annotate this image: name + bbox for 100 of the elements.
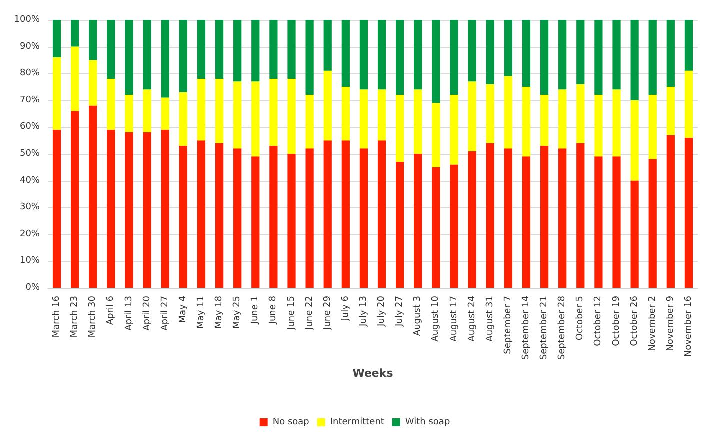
bar	[396, 95, 404, 162]
bar	[324, 140, 332, 288]
bar	[71, 46, 80, 112]
bar	[648, 20, 657, 96]
bar	[71, 111, 80, 288]
bar	[306, 95, 314, 149]
bar	[215, 78, 224, 144]
bar	[432, 103, 440, 168]
bar	[161, 98, 170, 130]
x-axis-title: Weeks	[352, 366, 394, 380]
bar	[612, 90, 621, 157]
bar	[576, 84, 585, 144]
bar	[450, 20, 458, 96]
bar	[504, 148, 512, 288]
bar	[630, 180, 639, 288]
x-tick-label: June 1	[250, 296, 261, 326]
x-tick-label: June 22	[304, 296, 315, 331]
bar	[396, 162, 404, 288]
bar	[179, 20, 188, 92]
bar	[486, 143, 494, 288]
bar	[360, 90, 368, 149]
bar	[143, 20, 152, 90]
bar	[468, 151, 476, 288]
bar	[504, 76, 512, 149]
bar	[360, 148, 368, 288]
x-tick-label: April 20	[142, 296, 152, 331]
x-tick-label: March 16	[52, 296, 62, 338]
y-tick-label: 80%	[20, 68, 40, 79]
x-tick-label: May 4	[178, 296, 188, 324]
legend-label: With soap	[405, 418, 450, 428]
bar	[468, 82, 476, 152]
bar	[179, 92, 188, 146]
bar	[414, 90, 422, 154]
bar	[576, 143, 585, 288]
bar	[522, 20, 531, 87]
bar	[558, 148, 567, 288]
y-tick-label: 10%	[20, 256, 40, 266]
x-tick-label: August 10	[431, 296, 442, 342]
bar	[125, 95, 134, 133]
x-tick-label: November 9	[666, 296, 676, 352]
x-tick-label: April 27	[160, 296, 170, 331]
bar	[288, 78, 296, 154]
bar	[342, 20, 350, 87]
bar	[522, 156, 531, 288]
bar	[197, 78, 206, 141]
bar	[684, 20, 694, 71]
bar	[540, 146, 549, 288]
bar	[324, 20, 332, 71]
bar	[270, 146, 278, 288]
bar	[396, 20, 404, 96]
bar	[89, 106, 98, 288]
y-tick-label: 90%	[20, 42, 40, 52]
x-tick-label: November 2	[648, 296, 658, 352]
x-tick-label: May 25	[232, 296, 243, 329]
bar	[107, 20, 116, 79]
bar	[540, 95, 549, 146]
bar	[288, 20, 296, 79]
bar	[540, 20, 549, 96]
bar	[684, 70, 694, 138]
bar	[450, 95, 458, 165]
x-tick-label: October 5	[576, 296, 586, 341]
bar	[468, 20, 476, 82]
bar	[612, 156, 621, 288]
bar	[432, 20, 440, 104]
y-tick-label: 30%	[20, 202, 40, 213]
y-tick-label: 0%	[26, 283, 40, 293]
bar	[143, 90, 152, 133]
bar	[143, 132, 152, 288]
bar	[306, 20, 314, 96]
bar	[197, 140, 206, 288]
bar	[52, 58, 62, 130]
x-tick-label: October 12	[594, 296, 604, 346]
bar	[594, 156, 603, 288]
x-tick-label: March 23	[70, 296, 80, 338]
x-tick-label: April 6	[106, 296, 116, 326]
bar	[558, 20, 567, 90]
x-tick-label: July 13	[358, 296, 369, 328]
bar	[252, 82, 260, 157]
bar	[125, 132, 134, 288]
x-tick-label: June 29	[322, 296, 333, 331]
bar	[234, 82, 242, 149]
bar	[594, 95, 603, 157]
x-tick-label: May 11	[196, 296, 206, 329]
bar	[234, 20, 242, 82]
y-tick-label: 40%	[20, 176, 40, 186]
bar	[52, 20, 62, 58]
x-tick-label: June 8	[268, 296, 279, 326]
x-tick-label: August 3	[413, 296, 424, 336]
bar	[89, 20, 98, 60]
bar	[666, 135, 675, 288]
x-tick-label: October 19	[612, 296, 622, 346]
bar	[630, 20, 639, 100]
x-tick-label: September 21	[540, 296, 550, 360]
bar	[414, 154, 422, 288]
x-tick-label: July 27	[395, 296, 406, 328]
x-tick-label: April 13	[124, 296, 134, 331]
bar	[270, 78, 278, 146]
bar	[486, 84, 494, 144]
bar	[252, 20, 260, 82]
bar	[71, 20, 80, 47]
